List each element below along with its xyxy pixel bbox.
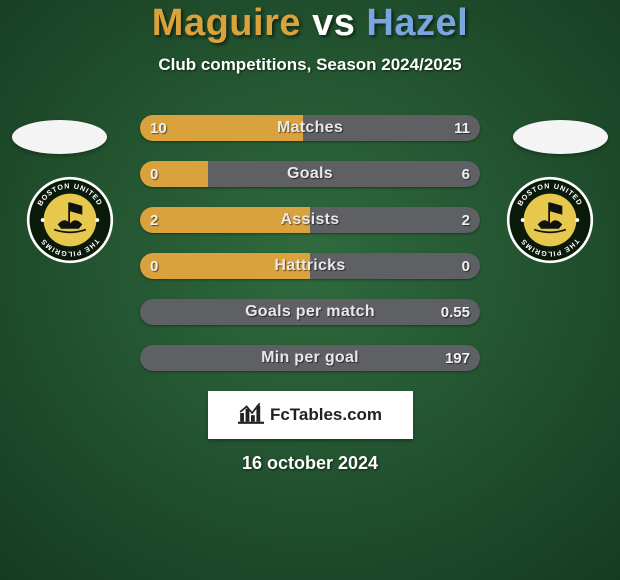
- stat-right-value: 2: [462, 207, 470, 233]
- stat-row: Hattricks0 0: [140, 253, 480, 279]
- player2-name: Hazel: [366, 2, 468, 44]
- player2-avatar-placeholder: [513, 120, 608, 154]
- player1-avatar-placeholder: [12, 120, 107, 154]
- stat-right-value: 0: [462, 253, 470, 279]
- date-label: 16 october 2024: [0, 453, 620, 474]
- brand-label: FcTables.com: [270, 405, 382, 425]
- stat-row: Min per goal197: [140, 345, 480, 371]
- stat-label: Hattricks: [140, 253, 480, 279]
- comparison-bars: Matches1011Goals06Assists22Hattricks00Go…: [140, 115, 480, 371]
- stat-label: Matches: [140, 115, 480, 141]
- stat-left-value: 0: [150, 253, 158, 279]
- stat-right-value: 6: [462, 161, 470, 187]
- stat-label: Min per goal: [140, 345, 480, 371]
- stat-left-value: 10: [150, 115, 167, 141]
- player1-name: Maguire: [152, 2, 301, 44]
- stat-row: Goals0 6: [140, 161, 480, 187]
- stat-right-value: 0.55: [441, 299, 470, 325]
- player2-club-badge: BOSTON UNITED THE PILGRIMS: [506, 176, 594, 264]
- stat-left-value: 0: [150, 161, 158, 187]
- vs-label: vs: [312, 2, 355, 44]
- brand-badge[interactable]: FcTables.com: [208, 391, 413, 439]
- stat-label: Goals per match: [140, 299, 480, 325]
- stat-label: Goals: [140, 161, 480, 187]
- stat-right-value: 11: [454, 115, 470, 141]
- stat-row: Goals per match0.55: [140, 299, 480, 325]
- brand-chart-icon: [238, 402, 264, 429]
- stat-label: Assists: [140, 207, 480, 233]
- stat-left-value: 2: [150, 207, 158, 233]
- subtitle: Club competitions, Season 2024/2025: [0, 55, 620, 75]
- stat-row: Matches10 11: [140, 115, 480, 141]
- page-title: Maguire vs Hazel: [0, 2, 620, 45]
- stat-row: Assists2 2: [140, 207, 480, 233]
- stat-right-value: 197: [445, 345, 470, 371]
- player1-club-badge: BOSTON UNITED THE PILGRIMS: [26, 176, 114, 264]
